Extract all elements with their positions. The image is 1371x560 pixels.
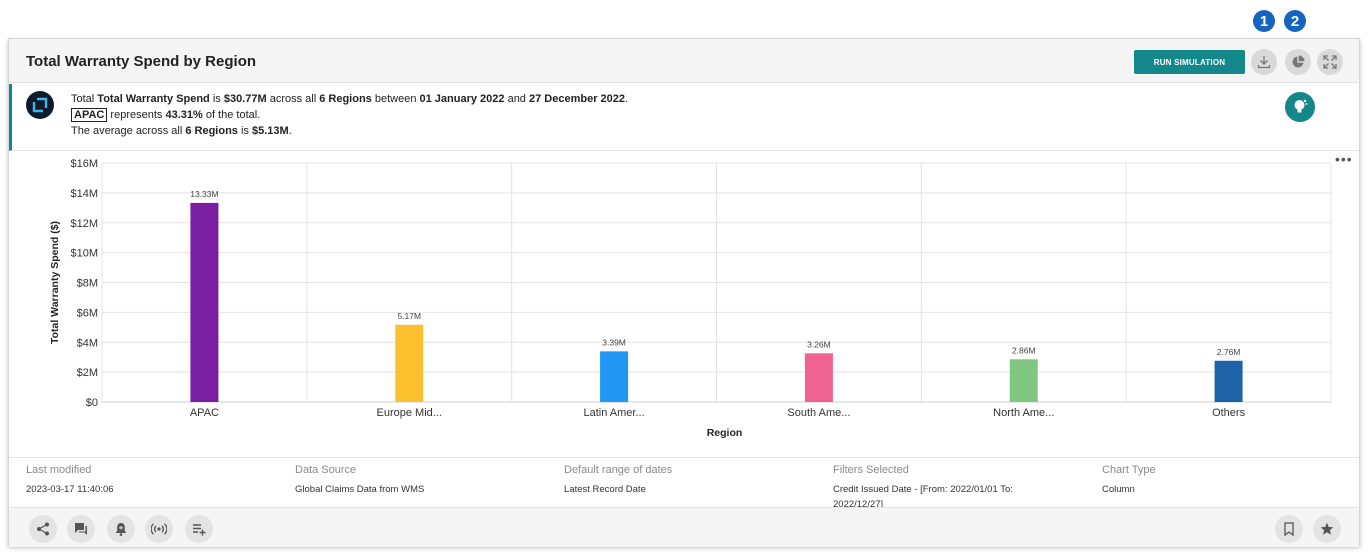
bar-0 bbox=[190, 202, 219, 402]
y-tick-label: $0 bbox=[86, 397, 98, 409]
x-axis-title: Region bbox=[707, 427, 743, 439]
meta-default-range: Default range of dates Latest Record Dat… bbox=[564, 464, 672, 497]
insight-region-count: 6 Regions bbox=[185, 125, 238, 137]
card-footer bbox=[9, 507, 1359, 547]
bar-4 bbox=[1009, 359, 1038, 402]
meta-value: Credit Issued Date - [From: 2022/01/01 T… bbox=[833, 482, 1013, 512]
x-tick-label: North Ame... bbox=[993, 407, 1054, 419]
data-label: 5.17M bbox=[397, 311, 421, 321]
broadcast-icon[interactable] bbox=[145, 515, 173, 543]
x-tick-label: Latin Amer... bbox=[584, 407, 645, 419]
meta-label: Chart Type bbox=[1102, 464, 1156, 476]
data-label: 3.26M bbox=[807, 339, 831, 349]
add-to-playlist-icon[interactable] bbox=[185, 515, 213, 543]
bar-chart: $0 $2M $4M $6M $8M $10M $12M $14M $16M 13.33M APAC… bbox=[49, 158, 1332, 439]
share-icon[interactable] bbox=[29, 515, 57, 543]
insight-metric-name: Total Warranty Spend bbox=[97, 93, 210, 105]
bar-2 bbox=[600, 351, 629, 402]
star-icon[interactable] bbox=[1313, 515, 1341, 543]
meta-label: Last modified bbox=[26, 464, 92, 476]
meta-value: Global Claims Data from WMS bbox=[295, 484, 425, 495]
alert-bell-icon[interactable] bbox=[107, 515, 135, 543]
y-tick-label: $6M bbox=[77, 307, 98, 319]
metadata-bar: Last modified 2023-03-17 11:40:06 Data S… bbox=[9, 457, 1359, 510]
insight-text-segment: and bbox=[504, 93, 529, 105]
data-label: 13.33M bbox=[190, 189, 218, 199]
y-tick-label: $10M bbox=[70, 248, 98, 260]
insight-text-segment: . bbox=[625, 93, 629, 105]
meta-value: Latest Record Date bbox=[564, 484, 646, 495]
insight-panel: Total Total Warranty Spend is $30.77M ac… bbox=[9, 84, 1359, 151]
app-logo-icon bbox=[26, 91, 54, 119]
insight-bulb-icon[interactable] bbox=[1285, 92, 1315, 122]
card-header: Total Warranty Spend by Region RUN SIMUL… bbox=[9, 39, 1359, 83]
insight-text-segment: is bbox=[209, 93, 224, 105]
y-tick-label: $8M bbox=[77, 278, 98, 290]
insight-line-1: Total Total Warranty Spend is $30.77M ac… bbox=[71, 91, 628, 107]
y-tick-label: $2M bbox=[77, 367, 98, 379]
annotation-marker-2: 2 bbox=[1284, 10, 1306, 32]
expand-icon[interactable] bbox=[1317, 49, 1343, 75]
insight-total-value: $30.77M bbox=[223, 93, 267, 105]
y-tick-label: $14M bbox=[70, 188, 98, 200]
data-label: 2.86M bbox=[1012, 345, 1036, 355]
insight-text-segment: between bbox=[371, 93, 420, 105]
insight-text-segment: . bbox=[288, 125, 292, 137]
bar-1 bbox=[395, 324, 424, 402]
data-label: 3.39M bbox=[602, 337, 626, 347]
comment-icon[interactable] bbox=[67, 515, 95, 543]
y-axis-title: Total Warranty Spend ($) bbox=[49, 221, 61, 344]
insight-region-count: 6 Regions bbox=[319, 93, 372, 105]
meta-value-line: Credit Issued Date - [From: 2022/01/01 T… bbox=[833, 484, 1013, 495]
bar-3 bbox=[804, 353, 833, 402]
meta-filters-selected: Filters Selected Credit Issued Date - [F… bbox=[833, 464, 1013, 512]
x-tick-label: Europe Mid... bbox=[377, 407, 442, 419]
insight-text-segment: Total bbox=[71, 93, 98, 105]
y-tick-label: $12M bbox=[70, 218, 98, 230]
insight-text-segment: The average across all bbox=[71, 125, 186, 137]
meta-label: Filters Selected bbox=[833, 464, 909, 476]
annotation-marker-1: 1 bbox=[1253, 10, 1275, 32]
meta-label: Default range of dates bbox=[564, 464, 673, 476]
insight-text-segment: across all bbox=[266, 93, 320, 105]
insight-end-date: 27 December 2022 bbox=[528, 93, 625, 105]
meta-label: Data Source bbox=[295, 464, 357, 476]
meta-last-modified: Last modified 2023-03-17 11:40:06 bbox=[26, 464, 114, 497]
insight-text-segment: is bbox=[237, 125, 252, 137]
bar-5 bbox=[1214, 360, 1243, 402]
meta-value: 2023-03-17 11:40:06 bbox=[26, 484, 114, 495]
insight-average-value: $5.13M bbox=[251, 125, 289, 137]
x-tick-label: APAC bbox=[190, 407, 219, 419]
insight-line-3: The average across all 6 Regions is $5.1… bbox=[71, 123, 628, 139]
bookmark-icon[interactable] bbox=[1275, 515, 1303, 543]
insight-line-2: APAC represents 43.31% of the total. bbox=[71, 107, 628, 123]
pie-chart-icon[interactable] bbox=[1285, 49, 1311, 75]
insight-start-date: 01 January 2022 bbox=[419, 93, 505, 105]
card-title: Total Warranty Spend by Region bbox=[26, 53, 257, 70]
meta-value-line: 2022/12/27] bbox=[833, 499, 884, 510]
y-tick-label: $4M bbox=[77, 337, 98, 349]
run-simulation-button[interactable]: RUN SIMULATION bbox=[1134, 50, 1245, 74]
insight-top-share: 43.31% bbox=[165, 109, 203, 121]
x-tick-label: Others bbox=[1212, 407, 1246, 419]
insight-text: Total Total Warranty Spend is $30.77M ac… bbox=[71, 91, 628, 139]
insight-text-segment: of the total. bbox=[202, 109, 261, 121]
insight-top-region: APAC bbox=[71, 108, 108, 122]
meta-chart-type: Chart Type Column bbox=[1102, 464, 1156, 497]
chart-card: Total Warranty Spend by Region RUN SIMUL… bbox=[8, 38, 1360, 547]
more-options-icon[interactable]: ••• bbox=[1335, 151, 1353, 167]
meta-value: Column bbox=[1102, 484, 1135, 495]
y-tick-label: $16M bbox=[70, 158, 98, 170]
download-icon[interactable] bbox=[1251, 49, 1277, 75]
data-label: 2.76M bbox=[1217, 347, 1241, 357]
meta-data-source: Data Source Global Claims Data from WMS bbox=[295, 464, 424, 497]
insight-text-segment: represents bbox=[107, 109, 166, 121]
x-tick-label: South Ame... bbox=[787, 407, 850, 419]
